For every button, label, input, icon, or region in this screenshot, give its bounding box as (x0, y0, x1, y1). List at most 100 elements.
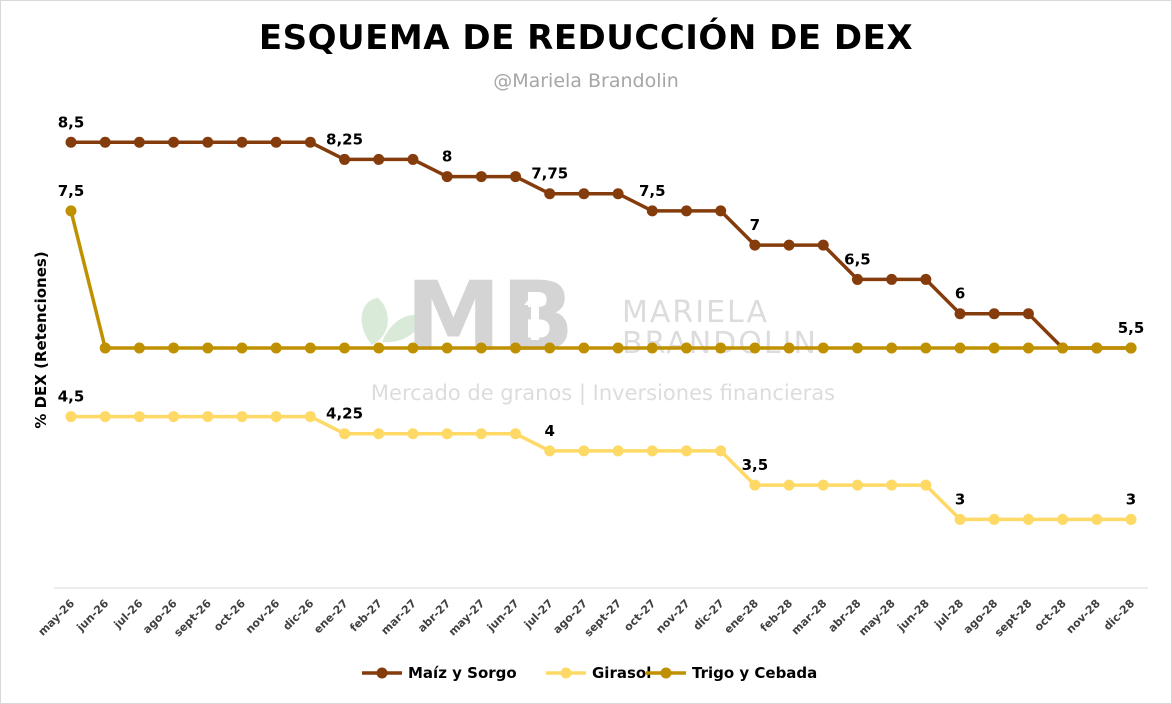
data-point (236, 411, 248, 423)
data-label: 7,5 (58, 182, 85, 200)
data-point (65, 205, 77, 217)
series-line-girasol (71, 414, 1131, 522)
data-label: 5,5 (1118, 319, 1145, 337)
data-point (133, 342, 145, 354)
series-layer (65, 136, 1137, 525)
data-point (851, 273, 863, 285)
data-point (612, 445, 624, 457)
series-line-trigo-y-cebada (69, 210, 1131, 350)
data-point (988, 308, 1000, 320)
data-point (680, 205, 692, 217)
data-point (1125, 513, 1137, 525)
data-point (715, 445, 727, 457)
legend-label: Maíz y Sorgo (408, 664, 517, 682)
data-point (373, 428, 385, 440)
data-point (715, 205, 727, 217)
legend-swatch-marker (560, 667, 572, 679)
x-tick-label: mar-28 (789, 597, 829, 637)
legend-item: Maíz y Sorgo (362, 664, 517, 682)
data-point (954, 513, 966, 525)
data-label: 4,5 (58, 388, 85, 406)
data-point (988, 342, 1000, 354)
data-point (475, 171, 487, 183)
data-label: 6,5 (844, 250, 871, 268)
data-point (133, 411, 145, 423)
data-point (817, 239, 829, 251)
data-point (920, 342, 932, 354)
data-label-layer: 8,5 8,25 8 7,75 7,5 7 6,5 6 5,5 4,5 4,25 4 3,5 3 3 7,5 (58, 113, 1145, 508)
data-point (202, 342, 214, 354)
series-line-maiz-y-sorgo (71, 140, 1131, 350)
data-point (1057, 342, 1069, 354)
data-point (236, 342, 248, 354)
data-point (851, 479, 863, 491)
data-point (646, 342, 658, 354)
data-point (749, 239, 761, 251)
watermark-leaf-icon (361, 298, 424, 345)
data-point (270, 342, 282, 354)
x-tick-label: jun-26 (74, 597, 112, 635)
x-tick-label: sept-28 (992, 597, 1034, 639)
x-tick-label: mar-27 (379, 597, 419, 637)
data-point (1091, 342, 1103, 354)
data-point (270, 136, 282, 148)
data-point (373, 342, 385, 354)
data-label: 7 (750, 216, 760, 234)
data-point (1022, 308, 1034, 320)
data-point (475, 428, 487, 440)
data-point (680, 445, 692, 457)
data-point (510, 342, 522, 354)
data-point (339, 153, 351, 165)
legend-item: Girasol (546, 664, 651, 682)
watermark-name-line1: MARIELA (622, 295, 769, 330)
watermark-arrow-icon (524, 292, 546, 340)
x-tick-label: oct-27 (621, 597, 658, 634)
x-tick-label: oct-28 (1032, 597, 1069, 634)
x-tick-label: jun-27 (484, 597, 522, 635)
data-point (1022, 513, 1034, 525)
chart-subtitle: @Mariela Brandolin (493, 70, 679, 92)
data-point (612, 342, 624, 354)
data-label: 3 (955, 490, 965, 508)
data-point (304, 342, 316, 354)
data-point (510, 428, 522, 440)
legend: Maíz y Sorgo Girasol Trigo y Cebada (362, 664, 817, 682)
data-label: 6 (955, 285, 965, 303)
x-tick-label: ene-27 (311, 597, 350, 636)
watermark-tagline: Mercado de granos | Inversiones financie… (371, 381, 835, 406)
data-point (441, 171, 453, 183)
data-point (133, 136, 145, 148)
legend-item: Trigo y Cebada (646, 664, 817, 682)
x-tick-label: may-28 (856, 597, 897, 638)
data-point (988, 513, 1000, 525)
data-point (1057, 513, 1069, 525)
data-point (1091, 513, 1103, 525)
data-label: 7,5 (639, 182, 666, 200)
x-tick-label: nov-26 (243, 597, 282, 636)
data-label: 4,25 (326, 405, 363, 423)
data-point (646, 205, 658, 217)
data-point (270, 411, 282, 423)
data-point (236, 136, 248, 148)
data-point (886, 342, 898, 354)
data-point (441, 342, 453, 354)
x-tick-label: jun-28 (894, 597, 932, 635)
data-point (851, 342, 863, 354)
x-tick-label: sept-26 (171, 597, 214, 640)
x-tick-label: oct-26 (211, 597, 248, 634)
data-point (304, 411, 316, 423)
data-point (612, 188, 624, 200)
data-point (65, 411, 77, 423)
data-point (783, 239, 795, 251)
watermark: MB MARIELA BRANDOLIN Mercado de granos |… (361, 261, 835, 406)
data-point (544, 445, 556, 457)
data-point (168, 342, 180, 354)
data-point (407, 342, 419, 354)
data-point (817, 342, 829, 354)
data-point (65, 136, 77, 148)
data-point (578, 342, 590, 354)
data-point (407, 428, 419, 440)
data-label: 3 (1126, 490, 1136, 508)
